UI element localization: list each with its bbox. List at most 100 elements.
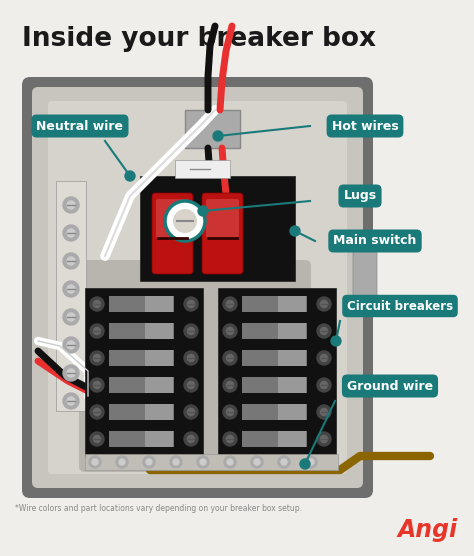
Circle shape <box>227 459 233 465</box>
Circle shape <box>67 229 75 237</box>
Circle shape <box>92 459 98 465</box>
Circle shape <box>93 327 100 335</box>
Circle shape <box>224 456 236 468</box>
FancyBboxPatch shape <box>353 248 377 309</box>
Circle shape <box>67 369 75 377</box>
Circle shape <box>63 253 79 269</box>
Circle shape <box>197 456 209 468</box>
FancyBboxPatch shape <box>32 87 363 488</box>
Bar <box>145 377 173 393</box>
Circle shape <box>116 456 128 468</box>
Circle shape <box>223 405 237 419</box>
Bar <box>242 431 307 447</box>
Circle shape <box>67 397 75 405</box>
FancyBboxPatch shape <box>152 193 193 274</box>
Circle shape <box>188 355 194 361</box>
Circle shape <box>63 309 79 325</box>
Circle shape <box>227 435 234 443</box>
Circle shape <box>223 378 237 392</box>
Circle shape <box>67 201 75 209</box>
Circle shape <box>317 351 331 365</box>
Circle shape <box>317 324 331 338</box>
Bar <box>242 404 307 420</box>
Circle shape <box>67 341 75 349</box>
Text: Ground wire: Ground wire <box>347 380 433 393</box>
Circle shape <box>213 131 223 141</box>
Bar <box>242 377 307 393</box>
Circle shape <box>63 225 79 241</box>
Circle shape <box>317 378 331 392</box>
Circle shape <box>188 300 194 307</box>
Circle shape <box>320 435 328 443</box>
Circle shape <box>223 297 237 311</box>
Circle shape <box>290 226 300 236</box>
Circle shape <box>317 297 331 311</box>
Text: Main switch: Main switch <box>333 235 417 247</box>
Circle shape <box>227 381 234 389</box>
Circle shape <box>89 456 101 468</box>
Circle shape <box>170 456 182 468</box>
Bar <box>145 296 173 312</box>
Circle shape <box>227 409 234 415</box>
Bar <box>242 323 307 339</box>
FancyBboxPatch shape <box>156 199 189 238</box>
Circle shape <box>227 355 234 361</box>
Circle shape <box>278 456 290 468</box>
Circle shape <box>173 459 179 465</box>
Bar <box>109 377 174 393</box>
Bar <box>175 160 230 178</box>
Circle shape <box>281 459 287 465</box>
Bar <box>278 431 306 447</box>
Circle shape <box>125 171 135 181</box>
Circle shape <box>305 456 317 468</box>
Text: Angi: Angi <box>398 518 458 542</box>
Circle shape <box>320 300 328 307</box>
Circle shape <box>308 459 314 465</box>
Text: Hot wires: Hot wires <box>332 120 398 132</box>
Bar <box>56 181 86 411</box>
Circle shape <box>63 337 79 353</box>
Bar <box>145 323 173 339</box>
Circle shape <box>143 456 155 468</box>
Bar <box>109 404 174 420</box>
Circle shape <box>93 300 100 307</box>
Bar <box>218 288 336 456</box>
FancyBboxPatch shape <box>48 101 347 474</box>
Circle shape <box>188 435 194 443</box>
Circle shape <box>67 285 75 293</box>
Bar <box>145 350 173 366</box>
Circle shape <box>300 459 310 469</box>
Circle shape <box>90 378 104 392</box>
Bar <box>109 350 174 366</box>
Bar <box>85 454 338 470</box>
Bar <box>242 296 307 312</box>
Bar <box>278 404 306 420</box>
Circle shape <box>90 297 104 311</box>
Circle shape <box>63 365 79 381</box>
FancyBboxPatch shape <box>22 77 373 498</box>
Bar <box>109 296 174 312</box>
Circle shape <box>146 459 152 465</box>
Circle shape <box>63 281 79 297</box>
Circle shape <box>184 378 198 392</box>
Circle shape <box>63 197 79 213</box>
Bar <box>145 404 173 420</box>
Circle shape <box>184 324 198 338</box>
Circle shape <box>320 327 328 335</box>
Circle shape <box>223 324 237 338</box>
FancyBboxPatch shape <box>79 260 311 472</box>
Circle shape <box>188 409 194 415</box>
Circle shape <box>188 327 194 335</box>
Circle shape <box>184 351 198 365</box>
Bar <box>278 350 306 366</box>
Circle shape <box>317 432 331 446</box>
Circle shape <box>331 336 341 346</box>
Bar <box>140 176 295 281</box>
Circle shape <box>227 327 234 335</box>
Circle shape <box>251 456 263 468</box>
Circle shape <box>223 351 237 365</box>
Circle shape <box>320 381 328 389</box>
Text: Circuit breakers: Circuit breakers <box>347 300 453 312</box>
Bar <box>278 377 306 393</box>
Circle shape <box>173 209 197 233</box>
